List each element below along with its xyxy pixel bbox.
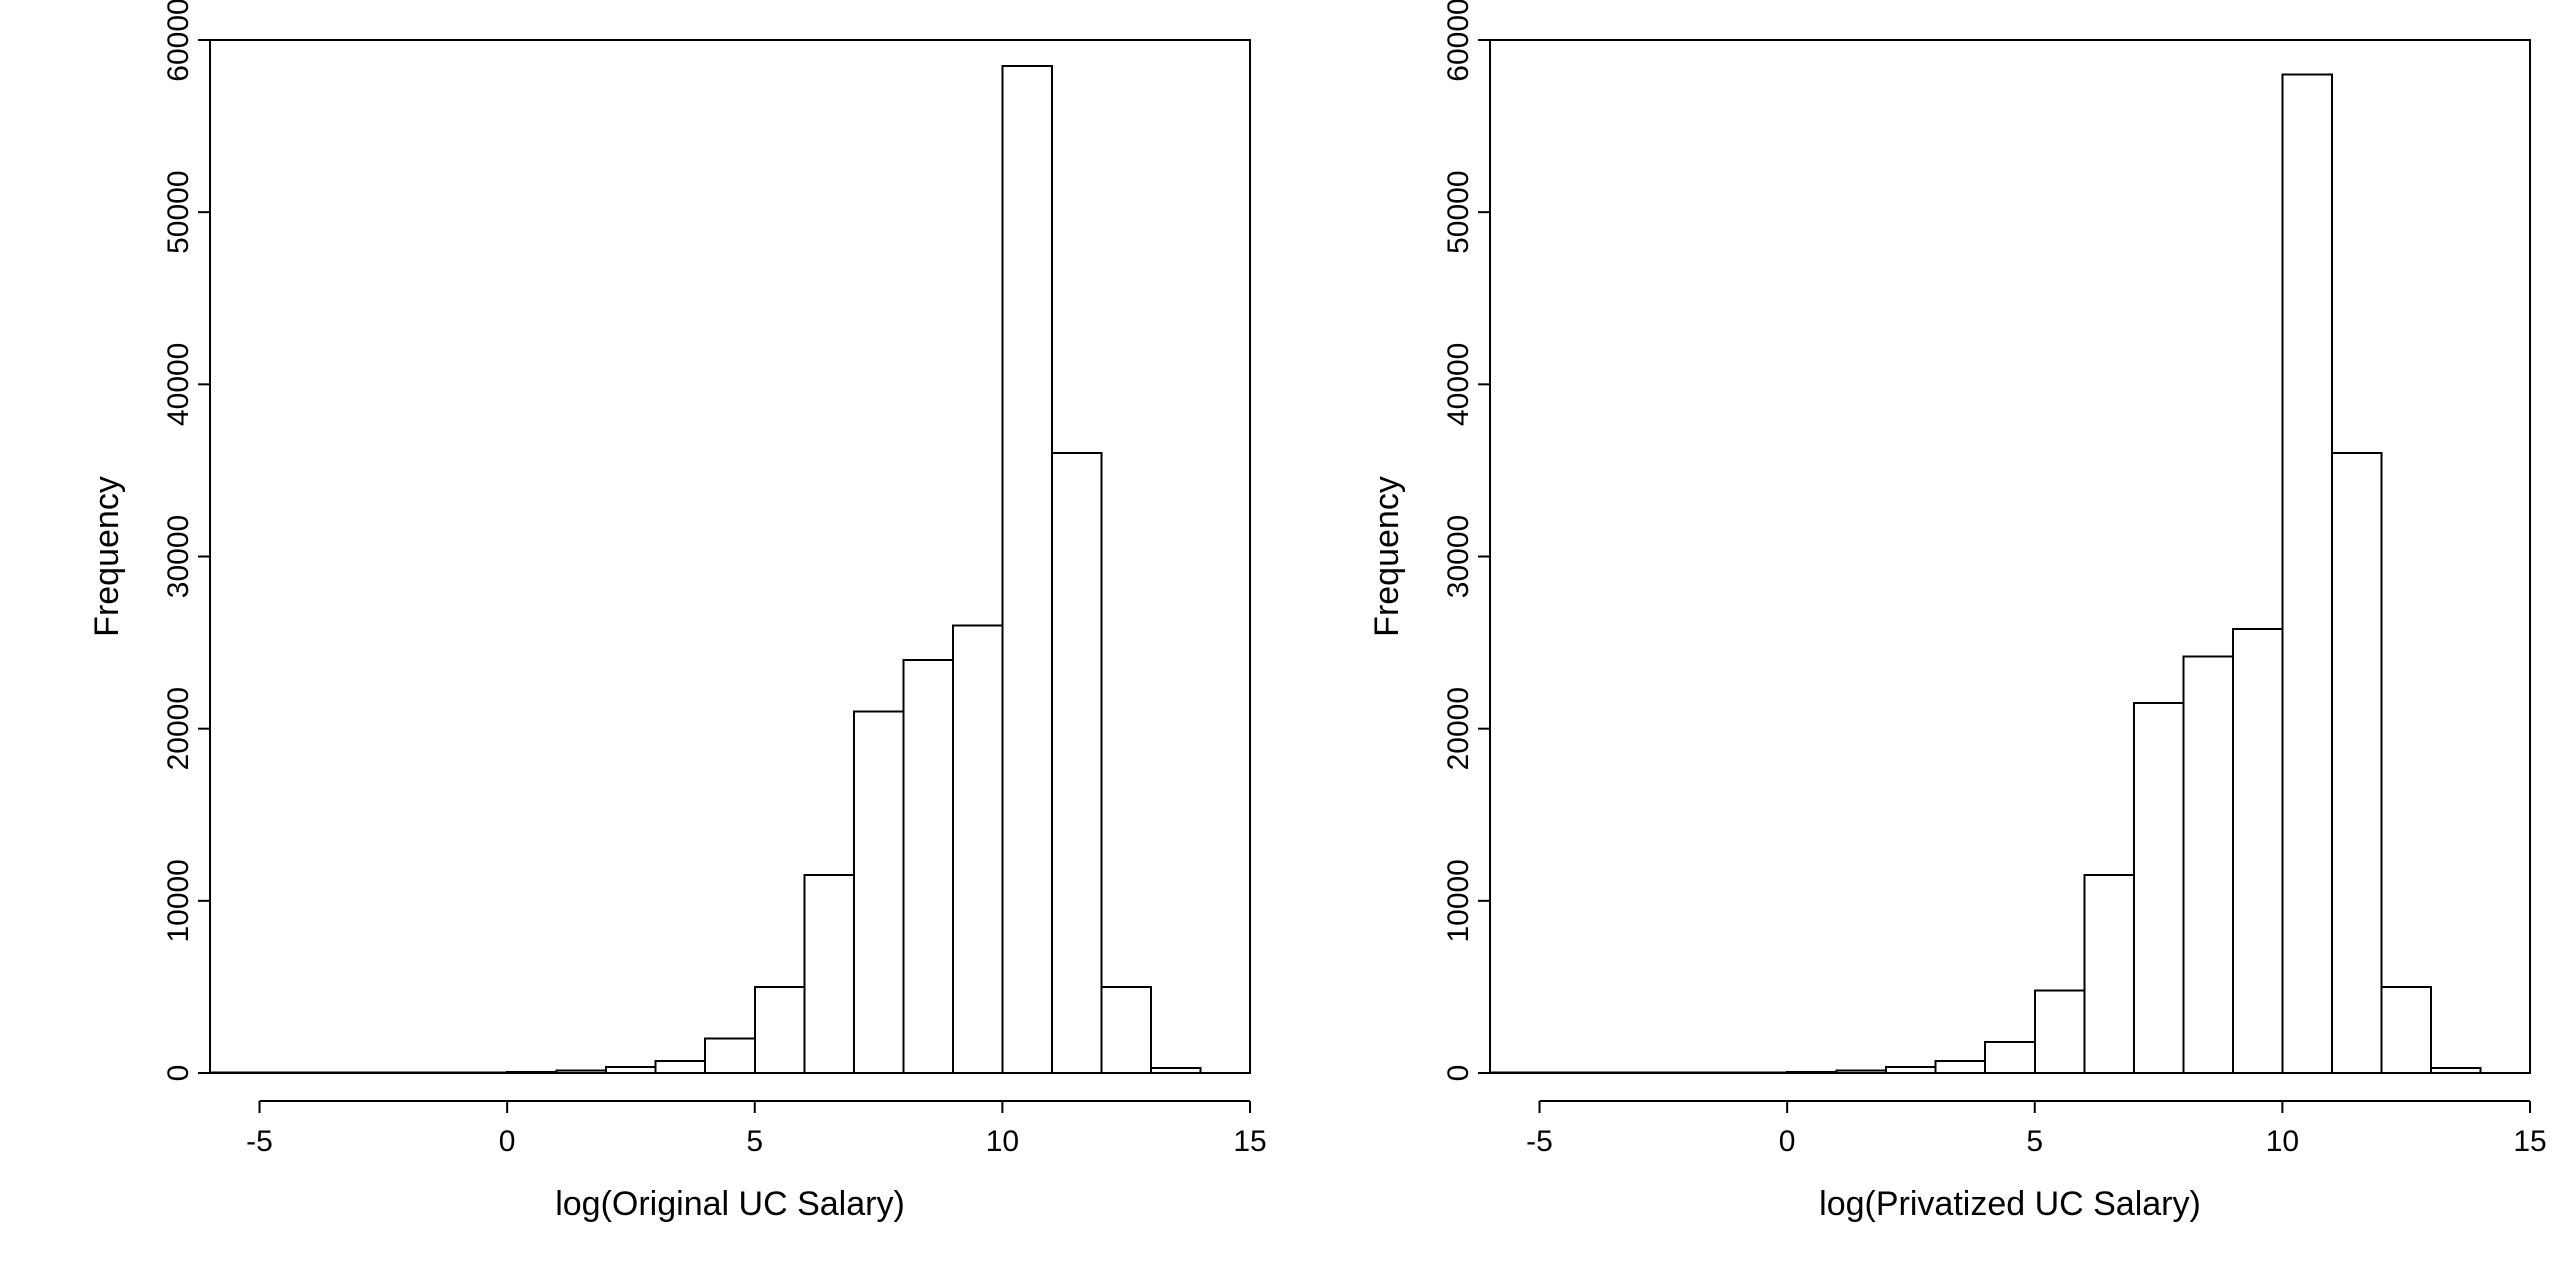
histogram-bar [2381,987,2431,1073]
histogram-bar [1936,1061,1986,1073]
histogram-bars [1490,74,2480,1073]
x-tick-label: -5 [1526,1125,1553,1158]
histogram-bar [2084,875,2134,1073]
histogram-bar [2183,656,2233,1073]
histogram-bar [557,1070,607,1073]
histogram-bar [1738,1072,1788,1073]
histogram-bar [1490,1072,1540,1073]
histogram-bar [1787,1072,1837,1073]
histogram-bar [656,1061,706,1073]
y-tick-label: 50000 [1442,170,1475,253]
x-tick-label: -5 [246,1125,273,1158]
x-axis-label: log(Original UC Salary) [555,1185,905,1223]
x-tick-label: 0 [499,1125,516,1158]
histogram-bar [2035,990,2085,1073]
y-tick-label: 0 [162,1065,195,1082]
histogram-bar [507,1072,557,1073]
x-tick-label: 15 [2513,1125,2546,1158]
x-tick-label: 15 [1233,1125,1266,1158]
y-tick-label: 20000 [1442,687,1475,770]
y-tick-label: 0 [1442,1065,1475,1082]
histogram-bar [2233,629,2283,1073]
histogram-bar [953,625,1003,1073]
histogram-bar [1151,1068,1201,1073]
histogram-bar [2332,453,2382,1073]
histogram-bar [1101,987,1151,1073]
y-tick-label: 60000 [1442,0,1475,82]
histogram-bar [854,711,904,1073]
y-axis-label: Frequency [88,476,126,637]
histogram-bar [705,1039,755,1073]
y-tick-label: 10000 [1442,859,1475,942]
histogram-bar [2282,74,2332,1073]
histogram-panel-left: -5 0 5 10 15 log(Original UC Salary) 0 10000 200… [40,0,1280,1263]
histogram-bars [210,66,1200,1073]
histogram-bar [210,1072,260,1073]
histogram-bar [2431,1068,2481,1073]
histogram-bar [458,1072,508,1073]
x-tick-label: 0 [1779,1125,1796,1158]
y-tick-label: 10000 [162,859,195,942]
histogram-bar [1886,1067,1936,1073]
histogram-bar [606,1067,656,1073]
histogram-bar [1837,1070,1887,1073]
figure: -5 0 5 10 15 log(Original UC Salary) 0 10000 200… [0,0,2560,1263]
y-tick-label: 30000 [162,515,195,598]
histogram-bar [1985,1042,2035,1073]
y-tick-label: 30000 [1442,515,1475,598]
x-tick-label: 10 [2266,1125,2299,1158]
y-tick-label: 20000 [162,687,195,770]
y-tick-label: 40000 [162,343,195,426]
x-axis-label: log(Privatized UC Salary) [1819,1185,2201,1223]
x-tick-label: 10 [986,1125,1019,1158]
histogram-bar [1052,453,1102,1073]
x-tick-label: 5 [746,1125,763,1158]
histogram-bar [755,987,805,1073]
x-tick-label: 5 [2026,1125,2043,1158]
y-tick-label: 50000 [162,170,195,253]
histogram-bar [2134,703,2184,1073]
y-tick-label: 40000 [1442,343,1475,426]
y-tick-label: 60000 [162,0,195,82]
histogram-bar [903,660,953,1073]
histogram-bar [804,875,854,1073]
y-axis-label: Frequency [1368,476,1406,637]
histogram-bar [1002,66,1052,1073]
histogram-panel-right: -5 0 5 10 15 log(Privatized UC Salary) 0 10000 2… [1320,0,2560,1263]
